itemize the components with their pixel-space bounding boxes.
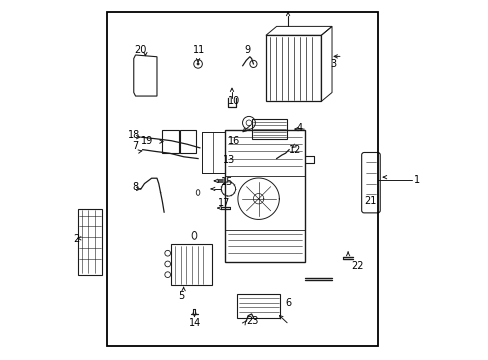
Text: 1: 1 — [413, 175, 420, 185]
Text: 18: 18 — [128, 130, 141, 140]
Bar — [265, 35, 321, 102]
Text: 12: 12 — [288, 145, 301, 155]
Text: 7: 7 — [132, 141, 138, 151]
Bar — [107, 12, 378, 346]
Bar — [162, 130, 178, 153]
Text: 6: 6 — [285, 298, 291, 308]
Bar — [180, 130, 196, 153]
Text: 16: 16 — [228, 136, 240, 146]
Bar — [171, 244, 212, 285]
Text: 17: 17 — [217, 198, 230, 208]
Text: 20: 20 — [134, 45, 146, 55]
Circle shape — [197, 63, 199, 65]
Text: 13: 13 — [223, 156, 235, 165]
Text: 5: 5 — [178, 291, 184, 301]
Text: 22: 22 — [351, 261, 364, 271]
Text: 15: 15 — [221, 177, 233, 187]
Bar — [78, 208, 102, 275]
Text: 4: 4 — [296, 123, 302, 133]
Bar — [224, 130, 305, 262]
Text: 8: 8 — [132, 182, 138, 192]
Text: 11: 11 — [192, 45, 204, 55]
Text: 21: 21 — [364, 197, 376, 206]
Text: 23: 23 — [246, 316, 258, 326]
Text: 9: 9 — [244, 45, 250, 55]
Text: 19: 19 — [141, 136, 153, 146]
Bar — [237, 294, 280, 318]
Text: 2: 2 — [74, 234, 80, 244]
Text: 14: 14 — [189, 318, 201, 328]
Bar — [251, 119, 287, 139]
Text: 10: 10 — [228, 96, 240, 107]
Text: 3: 3 — [329, 59, 336, 69]
